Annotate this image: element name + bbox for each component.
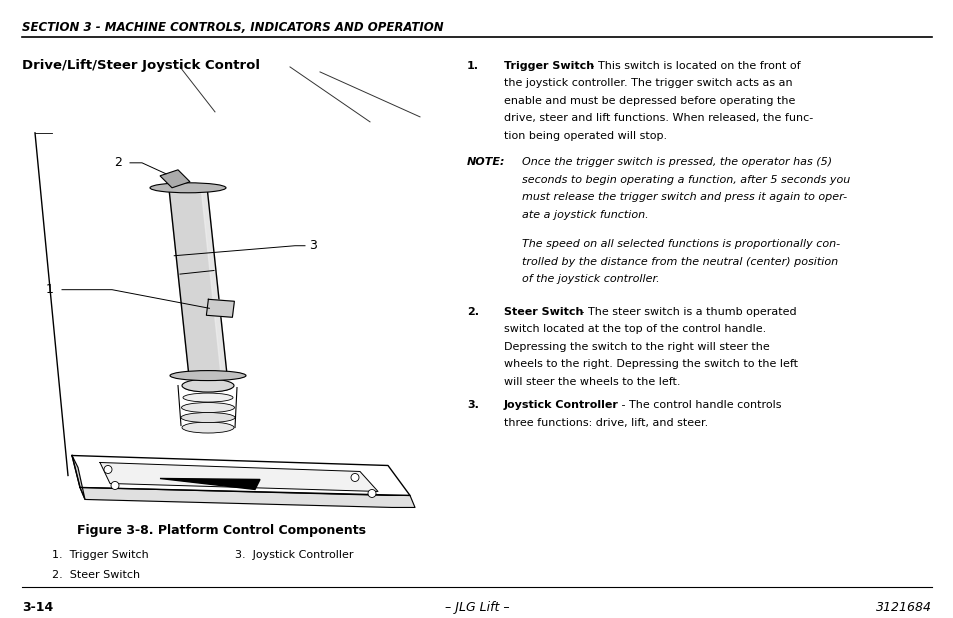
Circle shape bbox=[368, 489, 375, 497]
Text: three functions: drive, lift, and steer.: three functions: drive, lift, and steer. bbox=[503, 418, 707, 428]
Ellipse shape bbox=[170, 371, 246, 381]
Text: 2: 2 bbox=[114, 156, 122, 169]
Text: Once the trigger switch is pressed, the operator has (5): Once the trigger switch is pressed, the … bbox=[521, 158, 831, 167]
Text: 3: 3 bbox=[309, 239, 316, 252]
Circle shape bbox=[351, 473, 358, 481]
Text: NOTE:: NOTE: bbox=[467, 158, 505, 167]
Ellipse shape bbox=[182, 379, 233, 392]
Polygon shape bbox=[100, 462, 377, 491]
Text: trolled by the distance from the neutral (center) position: trolled by the distance from the neutral… bbox=[521, 256, 838, 267]
Text: wheels to the right. Depressing the switch to the left: wheels to the right. Depressing the swit… bbox=[503, 359, 797, 369]
Text: 2.  Steer Switch: 2. Steer Switch bbox=[52, 570, 140, 580]
Circle shape bbox=[111, 481, 119, 489]
Ellipse shape bbox=[183, 393, 233, 402]
Text: – JLG Lift –: – JLG Lift – bbox=[444, 601, 509, 614]
Text: tion being operated will stop.: tion being operated will stop. bbox=[503, 131, 666, 141]
Text: - The control handle controls: - The control handle controls bbox=[618, 400, 781, 410]
Text: of the joystick controller.: of the joystick controller. bbox=[521, 274, 659, 284]
Ellipse shape bbox=[150, 183, 226, 193]
Ellipse shape bbox=[182, 422, 233, 433]
Text: 3.  Joystick Controller: 3. Joystick Controller bbox=[234, 551, 354, 561]
Polygon shape bbox=[80, 488, 415, 507]
Ellipse shape bbox=[184, 384, 232, 392]
Text: Depressing the switch to the right will steer the: Depressing the switch to the right will … bbox=[503, 342, 769, 352]
Polygon shape bbox=[169, 186, 227, 378]
Text: switch located at the top of the control handle.: switch located at the top of the control… bbox=[503, 324, 765, 334]
Text: - The steer switch is a thumb operated: - The steer switch is a thumb operated bbox=[577, 307, 796, 316]
Text: 1.  Trigger Switch: 1. Trigger Switch bbox=[52, 551, 149, 561]
Text: 3121684: 3121684 bbox=[875, 601, 931, 614]
Text: 2.: 2. bbox=[467, 307, 478, 316]
Text: will steer the wheels to the left.: will steer the wheels to the left. bbox=[503, 376, 679, 387]
Text: must release the trigger switch and press it again to oper-: must release the trigger switch and pres… bbox=[521, 192, 846, 202]
Polygon shape bbox=[71, 455, 410, 496]
Text: the joystick controller. The trigger switch acts as an: the joystick controller. The trigger swi… bbox=[503, 78, 792, 88]
Text: 3.: 3. bbox=[467, 400, 478, 410]
Polygon shape bbox=[71, 455, 85, 499]
Text: 1: 1 bbox=[46, 283, 54, 296]
Polygon shape bbox=[160, 478, 260, 489]
Text: 1.: 1. bbox=[467, 61, 478, 71]
Polygon shape bbox=[201, 186, 227, 375]
Text: enable and must be depressed before operating the: enable and must be depressed before oper… bbox=[503, 96, 795, 106]
Text: - This switch is located on the front of: - This switch is located on the front of bbox=[586, 61, 800, 71]
Text: Steer Switch: Steer Switch bbox=[503, 307, 583, 316]
Polygon shape bbox=[160, 170, 190, 188]
Text: Drive/Lift/Steer Joystick Control: Drive/Lift/Steer Joystick Control bbox=[22, 59, 260, 72]
Polygon shape bbox=[206, 299, 234, 317]
Text: ate a joystick function.: ate a joystick function. bbox=[521, 210, 648, 220]
Text: The speed on all selected functions is proportionally con-: The speed on all selected functions is p… bbox=[521, 239, 840, 249]
Ellipse shape bbox=[181, 402, 234, 413]
Text: seconds to begin operating a function, after 5 seconds you: seconds to begin operating a function, a… bbox=[521, 175, 849, 185]
Text: drive, steer and lift functions. When released, the func-: drive, steer and lift functions. When re… bbox=[503, 113, 812, 124]
Text: Figure 3-8. Platform Control Components: Figure 3-8. Platform Control Components bbox=[77, 525, 366, 538]
Text: 3-14: 3-14 bbox=[22, 601, 53, 614]
Circle shape bbox=[104, 465, 112, 473]
Text: Joystick Controller: Joystick Controller bbox=[503, 400, 618, 410]
Text: SECTION 3 - MACHINE CONTROLS, INDICATORS AND OPERATION: SECTION 3 - MACHINE CONTROLS, INDICATORS… bbox=[22, 21, 443, 34]
Text: Trigger Switch: Trigger Switch bbox=[503, 61, 594, 71]
Ellipse shape bbox=[181, 413, 234, 423]
